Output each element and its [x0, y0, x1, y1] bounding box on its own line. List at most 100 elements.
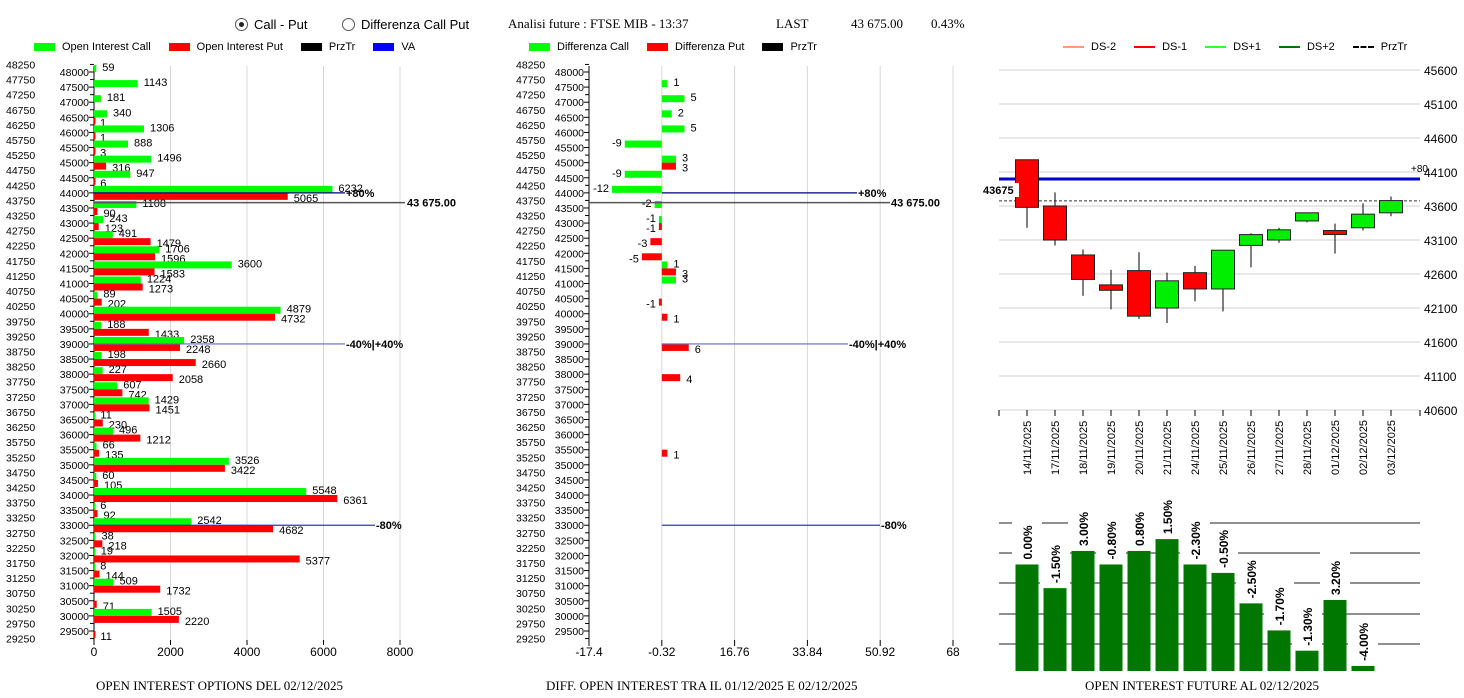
bar-diff-call: [661, 261, 668, 269]
bar-put: [94, 464, 225, 472]
oi-bar-label: -0.50%: [1217, 530, 1231, 568]
y-minor-label: 44250: [6, 180, 35, 192]
x-tick-label: 8000: [387, 645, 414, 659]
legend-label: Differenza Call: [557, 41, 629, 53]
bar-label-call: 188: [107, 319, 125, 331]
bar-label-call: 1108: [142, 198, 166, 210]
bar-put: [94, 600, 97, 608]
y-tick-label: 46000: [555, 127, 584, 139]
y-tick-label: 40600: [1424, 404, 1458, 418]
y-minor-label: 30750: [6, 588, 35, 600]
prztr-label-bg: [982, 183, 1019, 197]
bar-label-call: 19: [101, 545, 113, 557]
bar-label-call: 5548: [312, 485, 336, 497]
bar-call: [94, 518, 192, 526]
y-minor-label: 32750: [516, 528, 545, 540]
radio-call-put[interactable]: Call - Put: [235, 17, 307, 32]
oi-label-bg: [1236, 555, 1266, 602]
x-tick-label: 6000: [310, 645, 337, 659]
y-minor-label: 29750: [6, 618, 35, 630]
last-label: LAST: [776, 16, 809, 31]
y-minor-label: 31750: [6, 558, 35, 570]
bar-label-call: 491: [119, 228, 137, 240]
bar-label-call: 243: [109, 213, 127, 225]
bar-label-put: 2058: [179, 374, 203, 386]
bar-call: [94, 170, 131, 178]
x-tick-label: 02/12/2025: [1358, 420, 1370, 475]
bar-label-call: 6232: [338, 183, 362, 195]
bar-put: [94, 177, 96, 185]
bar-put: [94, 328, 149, 336]
candle-body: [1239, 234, 1263, 246]
bar-call: [94, 457, 229, 465]
x-tick-label: 17/11/2025: [1050, 421, 1062, 475]
bar-call: [94, 231, 113, 239]
radio-differenza-label: Differenza Call Put: [361, 17, 470, 32]
oi-bar-label: -2.30%: [1189, 521, 1203, 559]
y-tick-label: 47500: [555, 82, 584, 94]
y-tick-label: 43100: [1424, 234, 1458, 248]
legend-item-diff-call: Differenza Call: [529, 41, 629, 53]
y-tick-label: 44000: [555, 188, 584, 200]
oi-label-bg: [1292, 602, 1322, 649]
x-tick-label: 14/11/2025: [1022, 421, 1034, 475]
bar-label-call: 6: [100, 500, 106, 512]
bar-label-call: 198: [108, 349, 126, 361]
y-tick-label: 33000: [60, 520, 89, 532]
legend-item-oi-put: Open Interest Put: [168, 41, 283, 53]
bar-diff-call-label: -2: [642, 198, 652, 210]
radio-indicator[interactable]: [342, 18, 355, 31]
radio-differenza-call-put[interactable]: Differenza Call Put: [342, 17, 469, 32]
y-minor-label: 45750: [6, 135, 35, 147]
y-tick-label: 44600: [1424, 132, 1458, 146]
caption-oi-future: OPEN INTEREST FUTURE AL 02/12/2025: [1085, 678, 1320, 693]
y-minor-label: 30250: [516, 603, 545, 615]
bar-label-put: 1: [100, 132, 106, 144]
bar-label-call: 1143: [144, 77, 168, 89]
bar-diff-put-label: 1: [673, 450, 679, 462]
y-tick-label: 43000: [555, 218, 584, 230]
oi-bar-label: -4.00%: [1357, 623, 1371, 661]
bar-diff-call-label: 3: [682, 274, 688, 286]
y-tick-label: 30500: [60, 596, 89, 608]
y-minor-label: 41250: [516, 271, 545, 283]
bar-call: [94, 382, 118, 390]
bar-label-put: 1212: [146, 435, 170, 447]
y-tick-label: 35000: [555, 460, 584, 472]
bar-put: [94, 343, 180, 351]
bar-put: [94, 404, 150, 412]
legend-label: Differenza Put: [674, 41, 745, 53]
y-tick-label: 40000: [555, 309, 584, 321]
oi-bar: [1099, 564, 1123, 671]
y-tick-label: 38000: [555, 369, 584, 381]
bar-put: [94, 359, 196, 367]
va-label: +80: [1411, 164, 1428, 175]
bar-put: [94, 374, 173, 382]
va-label: -80%: [881, 520, 907, 532]
bar-label-put: 3: [100, 148, 106, 160]
y-tick-label: 41000: [60, 279, 89, 291]
y-tick-label: 39000: [555, 339, 584, 351]
bar-label-call: 89: [103, 289, 115, 301]
legend-swatch-prztr: [762, 43, 784, 51]
radio-indicator-selected[interactable]: [235, 18, 248, 31]
y-minor-label: 36750: [6, 407, 35, 419]
bar-call: [94, 563, 96, 571]
bar-call: [94, 95, 101, 103]
bar-call: [94, 397, 149, 405]
x-tick-label: 01/12/2025: [1330, 420, 1342, 475]
bar-label-call: 947: [136, 168, 154, 180]
y-minor-label: 47750: [6, 75, 35, 87]
y-tick-label: 33500: [555, 505, 584, 517]
bar-diff-put: [661, 162, 676, 170]
y-tick-label: 36000: [555, 430, 584, 442]
y-tick-label: 42600: [1424, 268, 1458, 282]
y-tick-label: 45500: [60, 143, 89, 155]
bar-diff-call: [661, 95, 685, 103]
y-tick-label: 39000: [60, 339, 89, 351]
legend-oi-options: Open Interest Call Open Interest Put Prz…: [34, 41, 433, 53]
oi-bar: [1267, 630, 1291, 671]
bar-call: [94, 276, 141, 284]
y-minor-label: 42750: [516, 226, 545, 238]
